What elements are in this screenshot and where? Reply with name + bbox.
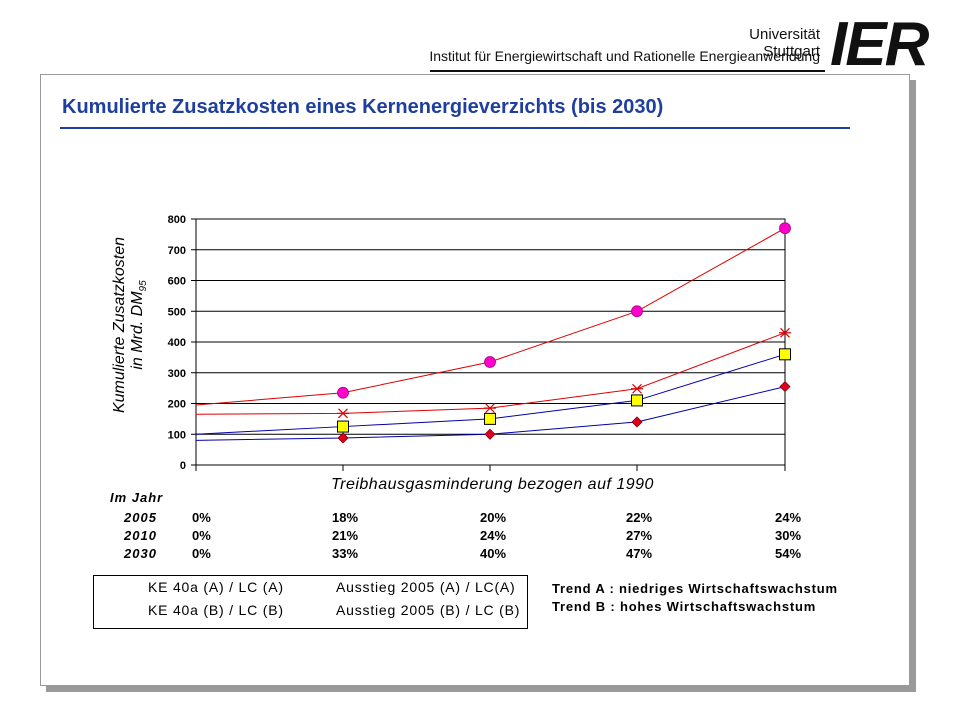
year-value: 18%	[332, 510, 359, 525]
year-value: 20%	[480, 510, 507, 525]
legend-label: Ausstieg 2005 (B) / LC (B)	[336, 602, 521, 618]
legend-label: KE 40a (B) / LC (B)	[148, 602, 284, 618]
year-table-header: Im Jahr	[110, 490, 164, 505]
slide-title: Kumulierte Zusatzkosten eines Kernenergi…	[62, 96, 664, 118]
legend-label: KE 40a (A) / LC (A)	[148, 579, 284, 595]
data-point	[337, 432, 349, 444]
x-axis-label: Treibhausgasminderung bezogen auf 1990	[331, 476, 654, 493]
year-value: 30%	[775, 528, 802, 543]
year-label: 2005	[124, 510, 157, 525]
y-tick-label: 700	[168, 245, 186, 257]
y-tick-label: 600	[168, 276, 186, 288]
year-value: 0%	[192, 510, 211, 525]
data-point	[631, 383, 643, 394]
year-value: 27%	[626, 528, 653, 543]
y-tick-label: 800	[168, 214, 186, 226]
y-tick-label: 400	[168, 337, 186, 349]
data-point	[337, 420, 349, 433]
data-point	[779, 348, 791, 361]
year-label: 2010	[124, 528, 157, 543]
year-value: 22%	[626, 510, 653, 525]
y-axis-label-subscript: 95	[138, 280, 150, 292]
year-value: 24%	[775, 510, 802, 525]
year-value: 0%	[192, 528, 211, 543]
university-name: Universität Stuttgart	[749, 26, 820, 60]
year-value: 0%	[192, 546, 211, 561]
year-label: 2030	[124, 546, 157, 561]
y-tick-label: 100	[168, 429, 186, 441]
data-point	[337, 386, 349, 399]
year-row: 2005 0% 18% 20% 22% 24%	[0, 510, 960, 528]
data-point	[779, 327, 791, 338]
data-point	[484, 356, 496, 368]
year-value: 47%	[626, 546, 653, 561]
institute-name: Institut für Energiewirtschaft und Ratio…	[429, 48, 820, 64]
data-point	[631, 416, 643, 428]
year-value: 24%	[480, 528, 507, 543]
y-tick-label: 500	[168, 306, 186, 318]
data-point	[779, 381, 791, 393]
year-value: 33%	[332, 546, 359, 561]
y-tick-label: 200	[168, 399, 186, 411]
title-underline	[60, 127, 850, 129]
data-point	[779, 222, 791, 235]
year-row: 2010 0% 21% 24% 27% 30%	[0, 528, 960, 546]
y-tick-label: 300	[168, 368, 186, 380]
legend-label: Ausstieg 2005 (A) / LC(A)	[336, 579, 516, 595]
year-value: 54%	[775, 546, 802, 561]
y-axis-label: Kumulierte Zusatzkosten in Mrd. DM95	[100, 220, 164, 430]
header-divider	[430, 70, 825, 72]
y-axis-label-line2: in Mrd. DM	[128, 291, 146, 370]
trend-note: Trend B : hohes Wirtschaftswachstum	[552, 599, 817, 614]
year-value: 40%	[480, 546, 507, 561]
data-point	[484, 428, 496, 440]
data-point	[484, 403, 496, 414]
trend-note: Trend A : niedriges Wirtschaftswachstum	[552, 581, 838, 596]
y-tick-label: 0	[180, 460, 186, 472]
data-point	[631, 305, 643, 318]
data-point	[631, 394, 643, 407]
y-axis-label-line1: Kumulierte Zusatzkosten	[110, 236, 128, 414]
data-point	[484, 412, 496, 425]
data-point	[337, 408, 349, 419]
ier-logo: IER	[830, 10, 929, 79]
year-value: 21%	[332, 528, 359, 543]
year-row: 2030 0% 33% 40% 47% 54%	[0, 546, 960, 564]
legend	[93, 575, 528, 629]
